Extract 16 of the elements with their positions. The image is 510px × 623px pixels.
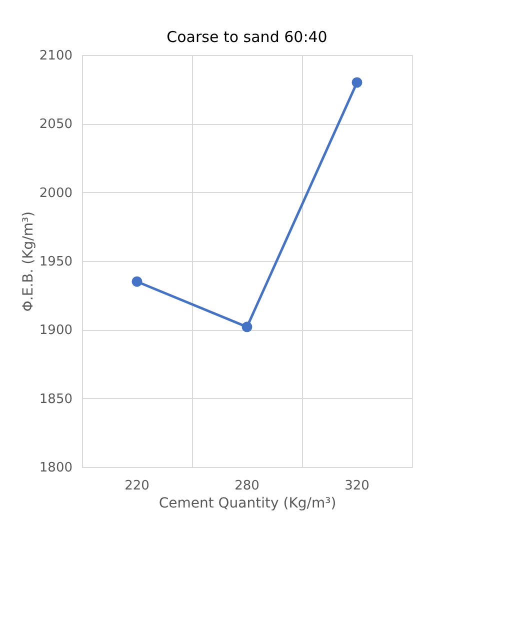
y-tick-label: 2050 — [39, 117, 72, 132]
x-tick-label: 220 — [124, 478, 150, 494]
y-axis-title: Φ.E.B. (Kg/m³) — [20, 211, 36, 312]
y-tick-label: 1800 — [39, 460, 72, 476]
x-axis-title: Cement Quantity (Kg/m³) — [158, 496, 336, 512]
y-tick-label: 1900 — [39, 323, 72, 338]
chart-title: Coarse to sand 60:40 — [166, 28, 328, 46]
point — [132, 276, 142, 287]
x-tick-label: 320 — [344, 478, 370, 494]
x-tick-label: 280 — [234, 478, 260, 494]
y-tick-label: 1850 — [39, 392, 72, 407]
y-tick-label: 2100 — [39, 48, 72, 64]
y-tick-label: 2000 — [39, 186, 72, 201]
point — [242, 322, 252, 332]
y-tick-label: 1950 — [39, 254, 72, 270]
point — [352, 77, 362, 88]
